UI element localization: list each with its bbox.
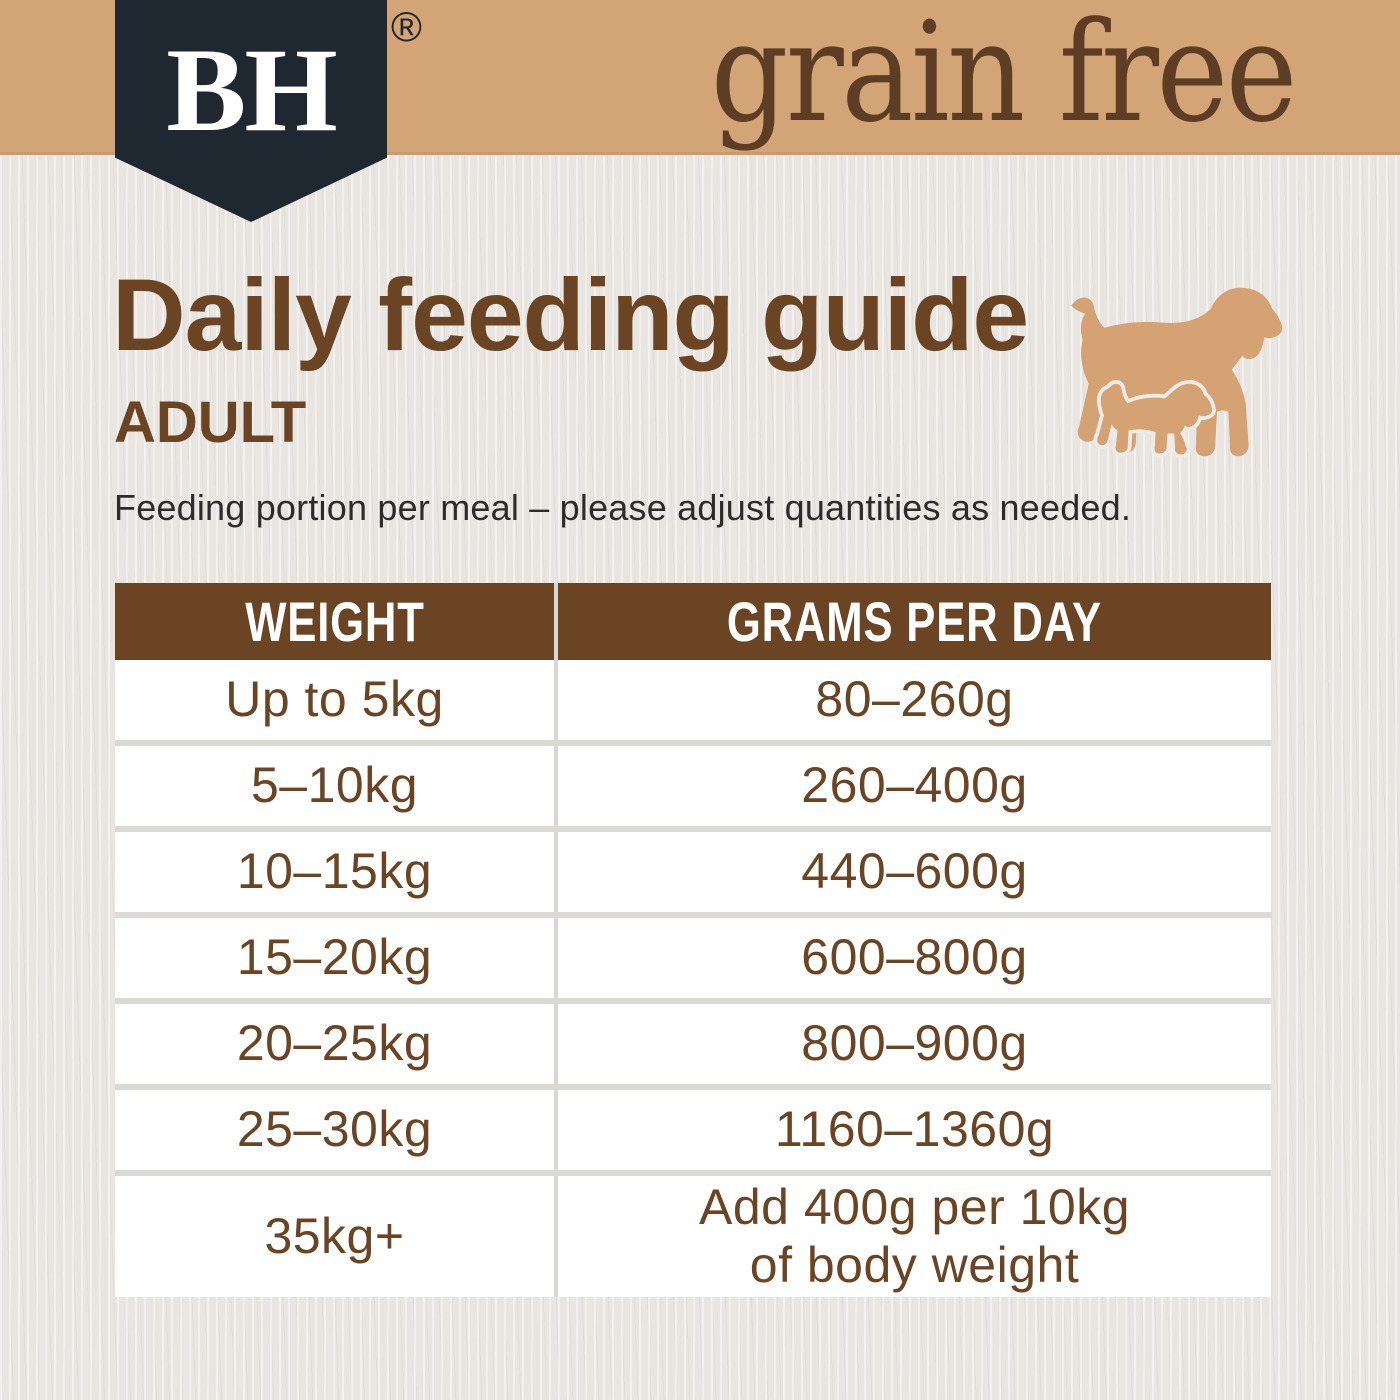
column-header-weight: WEIGHT	[115, 583, 558, 660]
weight-cell: 20–25kg	[115, 1004, 558, 1084]
weight-cell: 15–20kg	[115, 918, 558, 998]
weight-cell: 10–15kg	[115, 832, 558, 912]
grams-cell: 800–900g	[801, 1015, 1028, 1072]
column-header-grams: GRAMS PER DAY	[726, 590, 1103, 653]
grams-cell: Add 400g per 10kg of body weight	[698, 1179, 1131, 1293]
table-row: 25–30kg 1160–1360g	[115, 1084, 1271, 1170]
weight-cell: Up to 5kg	[115, 660, 558, 740]
feeding-table: WEIGHT GRAMS PER DAY Up to 5kg 80–260g 5…	[115, 583, 1271, 1297]
table-row: 5–10kg 260–400g	[115, 740, 1271, 826]
brand-logo-text: BH	[166, 23, 337, 156]
weight-cell: 25–30kg	[115, 1090, 558, 1170]
page-subtitle: ADULT	[114, 390, 307, 455]
weight-cell: 35kg+	[115, 1176, 558, 1297]
page-description: Feeding portion per meal – please adjust…	[114, 487, 1132, 528]
grams-cell: 600–800g	[801, 929, 1028, 986]
brand-badge: BH	[115, 0, 387, 222]
grams-cell: 260–400g	[801, 757, 1028, 814]
page-title: Daily feeding guide	[112, 258, 1029, 372]
table-row: Up to 5kg 80–260g	[115, 660, 1271, 740]
table-row: 35kg+ Add 400g per 10kg of body weight	[115, 1170, 1271, 1297]
grams-cell: 1160–1360g	[774, 1101, 1055, 1158]
grams-cell: 80–260g	[815, 671, 1014, 728]
table-row: 20–25kg 800–900g	[115, 998, 1271, 1084]
registered-trademark-icon: ®	[391, 3, 422, 50]
puppy-icon	[1093, 379, 1216, 459]
table-row: 15–20kg 600–800g	[115, 912, 1271, 998]
grain-free-label: grain free	[710, 0, 1298, 153]
dogs-icon	[1071, 287, 1283, 459]
grams-cell: 440–600g	[801, 843, 1028, 900]
table-row: 10–15kg 440–600g	[115, 826, 1271, 912]
weight-cell: 5–10kg	[115, 746, 558, 826]
table-header-row: WEIGHT GRAMS PER DAY	[115, 583, 1271, 660]
